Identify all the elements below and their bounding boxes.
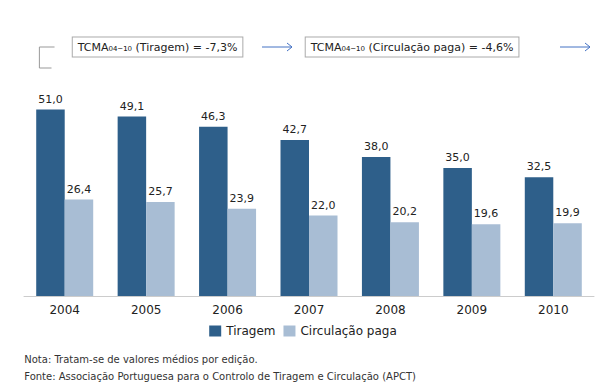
svg-text:2005: 2005 <box>131 303 162 317</box>
svg-text:22,0: 22,0 <box>311 199 336 212</box>
svg-text:Nota: Tratam-se de valores méd: Nota: Tratam-se de valores médios por ed… <box>24 354 257 365</box>
svg-text:26,4: 26,4 <box>67 183 92 196</box>
svg-text:Circulação paga: Circulação paga <box>300 324 396 338</box>
svg-text:Tiragem: Tiragem <box>225 324 275 338</box>
svg-text:2010: 2010 <box>538 303 569 317</box>
svg-text:2006: 2006 <box>212 303 243 317</box>
svg-text:2009: 2009 <box>457 303 488 317</box>
svg-text:49,1: 49,1 <box>120 100 145 113</box>
svg-text:23,9: 23,9 <box>230 192 255 205</box>
svg-text:32,5: 32,5 <box>527 160 552 173</box>
svg-text:51,0: 51,0 <box>38 93 63 106</box>
svg-text:2007: 2007 <box>294 303 325 317</box>
svg-text:35,0: 35,0 <box>445 151 470 164</box>
svg-text:20,2: 20,2 <box>392 205 417 218</box>
svg-text:TCMA₀₄₋₁₀ (Tiragem) = -7,3%: TCMA₀₄₋₁₀ (Tiragem) = -7,3% <box>77 41 238 54</box>
svg-text:2004: 2004 <box>49 303 80 317</box>
svg-text:25,7: 25,7 <box>148 185 173 198</box>
svg-text:46,3: 46,3 <box>201 110 226 123</box>
svg-text:Fonte: Associação Portuguesa p: Fonte: Associação Portuguesa para o Cont… <box>24 371 416 382</box>
svg-text:38,0: 38,0 <box>364 140 389 153</box>
svg-text:2008: 2008 <box>375 303 406 317</box>
svg-text:19,9: 19,9 <box>555 206 580 219</box>
svg-text:42,7: 42,7 <box>283 123 308 136</box>
svg-text:TCMA₀₄₋₁₀ (Circulação paga) =: TCMA₀₄₋₁₀ (Circulação paga) = -4,6% <box>310 41 514 54</box>
svg-text:19,6: 19,6 <box>474 207 499 220</box>
